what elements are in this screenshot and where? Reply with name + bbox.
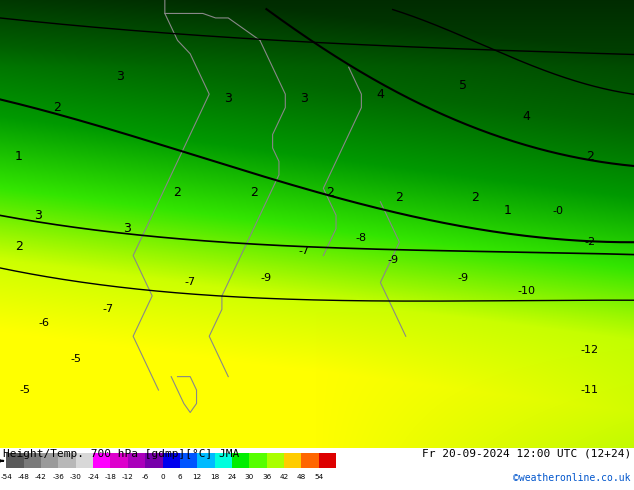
Bar	[267, 453, 284, 468]
Text: 3: 3	[34, 209, 42, 221]
Text: Fr 20-09-2024 12:00 UTC (12+24): Fr 20-09-2024 12:00 UTC (12+24)	[422, 449, 631, 459]
Text: ©weatheronline.co.uk: ©weatheronline.co.uk	[514, 472, 631, 483]
Text: -54: -54	[1, 474, 12, 480]
Bar	[75, 453, 93, 468]
Text: -18: -18	[105, 474, 117, 480]
Text: 3: 3	[123, 222, 131, 235]
Text: -9: -9	[457, 273, 469, 283]
Text: 24: 24	[227, 474, 236, 480]
Text: 2: 2	[174, 186, 181, 199]
Bar	[162, 453, 180, 468]
Text: 36: 36	[262, 474, 271, 480]
Bar	[197, 453, 214, 468]
Text: 3: 3	[117, 70, 124, 83]
Text: Height/Temp. 700 hPa [gdmp][°C] JMA: Height/Temp. 700 hPa [gdmp][°C] JMA	[3, 449, 240, 459]
Text: -7: -7	[102, 304, 113, 315]
Text: -11: -11	[581, 385, 598, 395]
Text: -12: -12	[122, 474, 134, 480]
Text: 6: 6	[178, 474, 182, 480]
Text: -8: -8	[356, 233, 367, 243]
Text: 4: 4	[377, 88, 384, 100]
Text: 18: 18	[210, 474, 219, 480]
Text: 2: 2	[586, 150, 593, 164]
Bar	[319, 453, 336, 468]
Text: 0: 0	[160, 474, 165, 480]
Bar	[214, 453, 232, 468]
Bar	[232, 453, 249, 468]
Bar	[301, 453, 319, 468]
Text: 2: 2	[326, 186, 333, 199]
Text: 30: 30	[245, 474, 254, 480]
Text: -7: -7	[299, 246, 310, 256]
Bar	[23, 453, 41, 468]
Bar	[110, 453, 128, 468]
Text: 48: 48	[297, 474, 306, 480]
Bar	[6, 453, 23, 468]
Text: -36: -36	[53, 474, 64, 480]
Bar	[180, 453, 197, 468]
Text: -5: -5	[70, 354, 82, 364]
Bar	[128, 453, 145, 468]
Bar	[145, 453, 162, 468]
Text: 42: 42	[280, 474, 288, 480]
Bar	[58, 453, 75, 468]
Text: -30: -30	[70, 474, 82, 480]
Text: 12: 12	[193, 474, 202, 480]
Text: -6: -6	[39, 318, 50, 328]
Text: -48: -48	[18, 474, 30, 480]
Text: 2: 2	[396, 191, 403, 204]
Text: -10: -10	[517, 287, 535, 296]
Text: 1: 1	[503, 204, 511, 217]
Text: -7: -7	[184, 277, 196, 288]
Text: 3: 3	[301, 92, 308, 105]
Bar	[249, 453, 267, 468]
Text: -12: -12	[581, 344, 598, 355]
Text: 3: 3	[224, 92, 232, 105]
Text: 2: 2	[250, 186, 257, 199]
Text: -6: -6	[141, 474, 149, 480]
Bar	[93, 453, 110, 468]
Text: -42: -42	[35, 474, 47, 480]
Text: 54: 54	[314, 474, 323, 480]
Text: -9: -9	[387, 255, 399, 265]
Text: -5: -5	[20, 385, 31, 395]
Bar	[41, 453, 58, 468]
Text: -9: -9	[261, 273, 272, 283]
Text: 4: 4	[522, 110, 530, 123]
Text: -24: -24	[87, 474, 99, 480]
Text: 5: 5	[459, 79, 467, 92]
Text: -2: -2	[584, 237, 595, 247]
Text: 2: 2	[15, 240, 23, 253]
Text: 2: 2	[53, 101, 61, 114]
Bar	[284, 453, 301, 468]
Text: 1: 1	[15, 150, 23, 164]
Text: 2: 2	[472, 191, 479, 204]
Text: -0: -0	[552, 206, 564, 216]
